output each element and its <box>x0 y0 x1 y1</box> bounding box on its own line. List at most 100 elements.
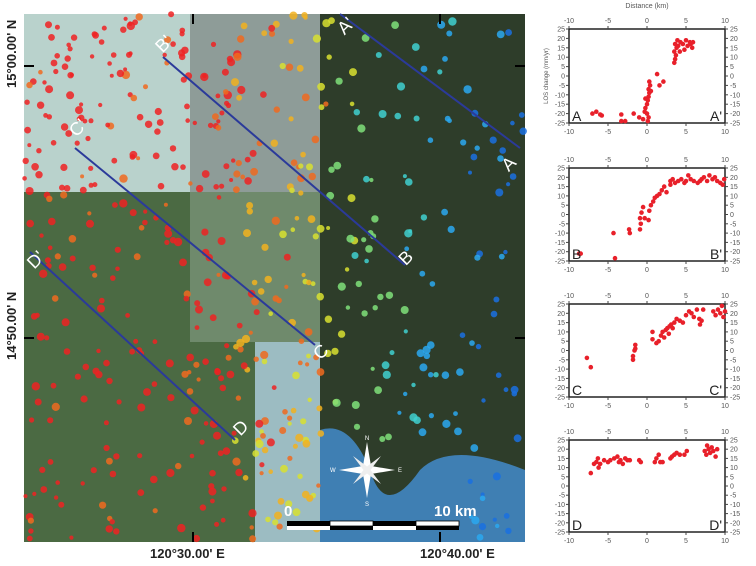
y-tick-label-left: -25 <box>555 530 565 537</box>
profile-end-label: A' <box>710 108 722 124</box>
data-point <box>700 307 706 312</box>
insar-point <box>164 229 173 238</box>
y-tick-label-right: 10 <box>730 55 738 62</box>
insar-point <box>231 158 236 163</box>
insar-point <box>50 59 58 67</box>
y-tick-label-left: -15 <box>555 376 565 383</box>
insar-point <box>114 246 121 253</box>
insar-point <box>519 127 527 135</box>
insar-point <box>242 475 249 481</box>
insar-point <box>355 280 362 288</box>
insar-point <box>305 362 310 367</box>
insar-point <box>283 253 291 261</box>
insar-point <box>248 330 253 335</box>
y-tick-label-right: 25 <box>730 27 738 34</box>
plot-frame <box>568 439 726 533</box>
insar-point <box>186 388 194 395</box>
profile-start-label: C <box>572 382 582 398</box>
insar-point <box>306 353 311 359</box>
data-point <box>594 109 599 114</box>
insar-point <box>294 216 300 221</box>
insar-point <box>48 217 56 226</box>
insar-point <box>374 386 382 394</box>
y-tick-label-left: -20 <box>555 385 565 392</box>
y-tick-label-left: 25 <box>557 166 565 173</box>
insar-point <box>210 498 215 504</box>
insar-point <box>353 109 360 116</box>
y-tick-label-right: -5 <box>730 221 736 228</box>
insar-point <box>363 175 370 183</box>
x-tick-label-top: 0 <box>645 429 649 436</box>
insar-point <box>208 487 217 496</box>
insar-point <box>66 42 71 48</box>
insar-point <box>264 275 272 284</box>
insar-point <box>187 370 192 375</box>
insar-point <box>86 219 94 228</box>
insar-point <box>272 519 279 526</box>
data-point <box>595 456 601 461</box>
insar-point <box>135 13 143 21</box>
insar-point <box>103 359 110 367</box>
insar-point <box>289 187 295 194</box>
insar-point <box>250 167 258 176</box>
insar-point <box>353 423 361 430</box>
y-tick-label-right: 0 <box>730 74 734 81</box>
insar-point <box>233 170 241 178</box>
x-tick-label-bottom: 5 <box>684 403 688 410</box>
insar-point <box>188 181 193 186</box>
insar-point <box>326 226 331 230</box>
y-tick-label-left: 15 <box>557 45 565 52</box>
x-tick-label-bottom: 10 <box>721 129 729 136</box>
insar-point <box>357 124 366 133</box>
insar-point <box>381 361 390 370</box>
insar-point <box>64 55 71 62</box>
insar-point <box>69 72 74 77</box>
y-tick-label-right: 20 <box>730 175 738 182</box>
lat-label-14-50: 14°50.00' N <box>4 291 19 360</box>
y-tick-label-left: 20 <box>557 36 565 43</box>
insar-point <box>385 433 392 441</box>
compass-w: W <box>330 468 336 474</box>
insar-point <box>181 46 189 54</box>
insar-point <box>469 340 475 346</box>
insar-point <box>163 202 168 207</box>
insar-point <box>26 219 34 228</box>
data-point <box>619 112 624 117</box>
data-point <box>636 115 642 120</box>
data-point <box>633 346 638 351</box>
insar-point <box>42 80 47 85</box>
data-point <box>597 461 603 467</box>
insar-point <box>236 94 243 101</box>
insar-point <box>199 504 207 511</box>
insar-point <box>225 354 232 361</box>
insar-point <box>316 483 321 488</box>
y-tick-label-right: 5 <box>730 203 734 210</box>
data-point <box>612 255 618 261</box>
insar-point <box>391 21 399 29</box>
insar-point <box>137 453 143 459</box>
data-point <box>644 101 650 107</box>
data-point <box>588 364 594 370</box>
insar-point <box>322 19 331 28</box>
insar-point <box>468 170 472 175</box>
insar-point <box>229 178 234 182</box>
insar-point <box>349 101 355 107</box>
profile-line-D <box>29 251 236 441</box>
y-tick-label-left: -25 <box>555 395 565 402</box>
insar-point <box>87 211 92 216</box>
insar-point <box>219 183 225 189</box>
insar-point <box>115 266 120 272</box>
insar-point <box>235 160 242 167</box>
insar-point <box>109 519 115 525</box>
insar-point <box>89 264 96 271</box>
y-tick-label-right: 15 <box>730 45 738 52</box>
data-point <box>680 320 686 325</box>
insar-point <box>403 329 408 334</box>
insar-point <box>272 20 280 28</box>
insar-point <box>61 63 69 70</box>
data-point <box>690 39 696 45</box>
insar-point <box>274 511 282 520</box>
insar-point <box>495 188 504 197</box>
insar-point <box>97 304 105 313</box>
